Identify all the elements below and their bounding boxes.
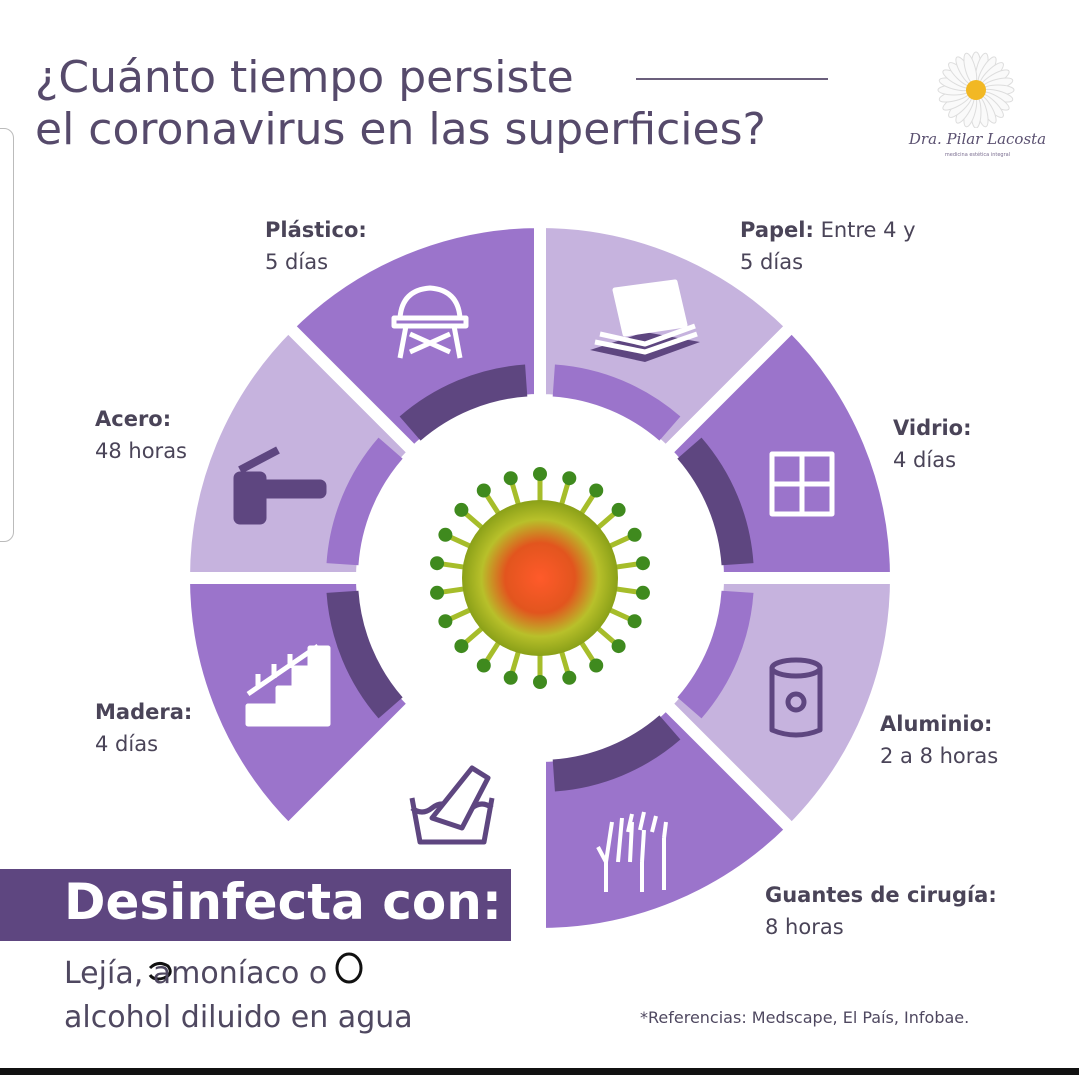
disinfect-line-1: Lejía, amoníaco o (64, 956, 328, 991)
label-aluminio: Aluminio: 2 a 8 horas (880, 712, 999, 768)
washing-basin-icon (409, 765, 495, 845)
logo-name: Dra. Pilar Lacosta (908, 130, 1047, 148)
gloves-icon (596, 811, 668, 892)
label-guantes: Guantes de cirugía: 8 horas (765, 883, 997, 939)
inner-band (399, 364, 528, 441)
paper-stack-icon (590, 279, 700, 362)
logo: Dra. Pilar Lacosta medicina estética int… (890, 48, 1065, 168)
stairs-icon (245, 643, 331, 727)
label-madera: Madera: 4 días (95, 700, 193, 756)
inner-band (677, 437, 754, 566)
coronavirus-icon (430, 467, 650, 689)
label-papel: Papel: Entre 4 y 5 días (740, 218, 916, 274)
page-title: ¿Cuánto tiempo persiste el coronavirus e… (35, 52, 766, 156)
hand-drawn-circle (335, 952, 363, 984)
inner-band (326, 437, 403, 566)
hand-drawn-circle (148, 961, 172, 981)
label-acero: Acero: 48 horas (95, 407, 187, 463)
disinfect-text: Lejía, amoníaco o alcohol diluido en agu… (64, 952, 413, 1040)
disinfect-heading: Desinfecta con: (64, 873, 502, 931)
title-line-1: ¿Cuánto tiempo persiste (35, 52, 574, 103)
logo-subtitle: medicina estética integral (944, 152, 1011, 158)
disinfect-line-2: alcohol diluido en agua (64, 1000, 413, 1035)
chair-icon (391, 285, 469, 359)
inner-band (552, 715, 681, 792)
references: *Referencias: Medscape, El País, Infobae… (640, 1008, 970, 1027)
label-plastico: Plástico: 5 días (265, 218, 367, 274)
daisy-icon (937, 51, 1015, 129)
side-frame (0, 128, 14, 542)
title-rule (636, 78, 828, 80)
inner-band (677, 590, 754, 719)
faucet-icon (233, 446, 327, 525)
inner-band (552, 364, 681, 441)
label-vidrio: Vidrio: 4 días (893, 416, 972, 472)
window-icon (769, 451, 835, 517)
inner-band (326, 590, 403, 719)
disinfect-banner: Desinfecta con: (0, 869, 511, 941)
can-icon (769, 657, 823, 738)
bottom-bar (0, 1068, 1079, 1075)
title-line-2: el coronavirus en las superficies? (35, 104, 766, 155)
